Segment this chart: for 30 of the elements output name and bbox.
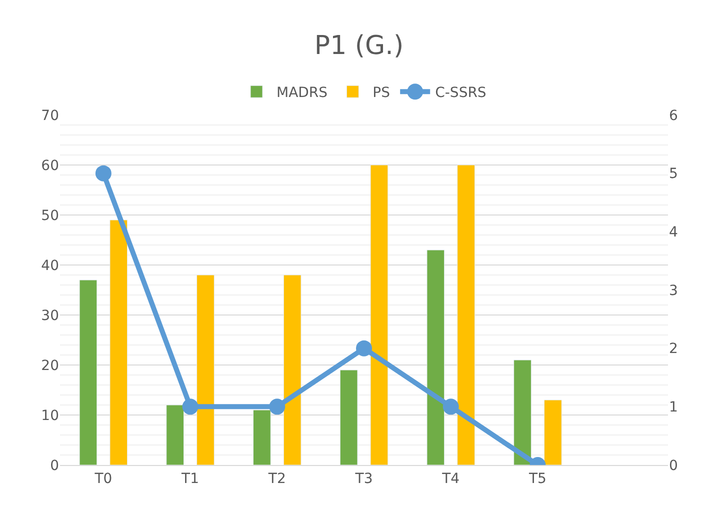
point (442, 398, 459, 415)
x-tick-label: T5 (528, 470, 546, 487)
point (269, 398, 286, 415)
y-tick-label: 30 (41, 308, 59, 324)
y-tick-label: 70 (41, 108, 59, 124)
y2-tick-label: 5 (669, 166, 678, 182)
y2-tick-label: 2 (669, 341, 678, 358)
point (356, 340, 372, 356)
y2-tick-label: 1 (669, 400, 678, 416)
y-tick-label: 40 (41, 258, 59, 274)
legend-label: MADRS (276, 85, 328, 102)
y-tick-label: 60 (41, 158, 59, 174)
legend-label: PS (372, 85, 390, 102)
y-tick-label: 0 (50, 458, 59, 474)
y-tick-label: 50 (41, 208, 59, 224)
y2-tick-label: 4 (669, 224, 678, 241)
x-tick-label: T4 (441, 470, 460, 487)
point (182, 398, 198, 415)
x-tick-label: T3 (354, 470, 373, 487)
y-tick-label: 10 (41, 408, 59, 424)
y2-tick-label: 6 (669, 108, 678, 124)
y2-tick-label: 3 (669, 282, 678, 299)
x-tick-label: T2 (267, 470, 286, 487)
point (95, 165, 112, 182)
x-tick-label: T1 (180, 470, 200, 487)
x-tick-label: T0 (94, 470, 112, 487)
y2-tick-label: 0 (669, 458, 678, 474)
chart-title: P1 (G.) (314, 30, 404, 61)
legend-label: C-SSRS (435, 85, 486, 102)
y-tick-label: 20 (41, 358, 59, 374)
